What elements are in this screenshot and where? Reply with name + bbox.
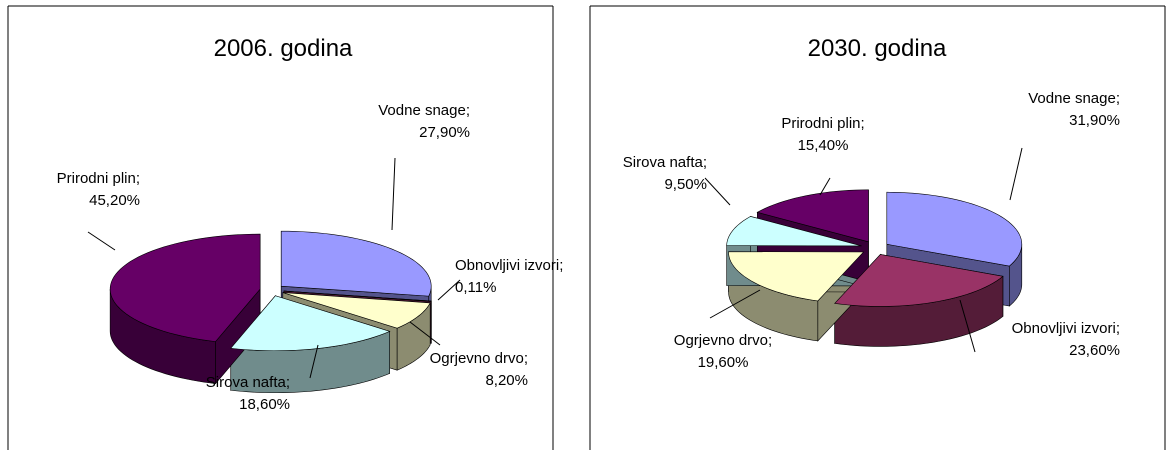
value-label: 19,60% [697, 354, 749, 371]
value-label: 45,20% [89, 192, 140, 209]
value-label: 27,90% [419, 124, 470, 141]
leader-line [819, 177, 831, 196]
slice [283, 290, 432, 302]
data-label: Vodne snage; 31,90% [1010, 88, 1120, 132]
leader-line [437, 279, 461, 301]
data-label: Obnovljivi izvori; 23,60% [1010, 318, 1120, 362]
leader-line [309, 344, 319, 379]
slice [280, 230, 432, 297]
leader-line [1009, 147, 1023, 201]
category-label: Sirova nafta; [205, 374, 290, 391]
slice [756, 189, 869, 243]
category-label: Vodne snage; [378, 102, 470, 119]
leader-line [409, 321, 441, 346]
leader-line [959, 299, 976, 353]
value-label: 18,60% [239, 396, 290, 413]
category-label: Sirova nafta; [622, 154, 707, 171]
value-label: 15,40% [797, 137, 849, 154]
category-label: Prirodni plin; [56, 170, 140, 187]
category-label: Obnovljivi izvori; [455, 257, 564, 274]
category-label: Obnovljivi izvori; [1011, 320, 1120, 337]
leader-line [87, 231, 116, 251]
data-label: Sirova nafta; 18,60% [180, 372, 290, 416]
data-label: Ogrjevno drvo; 19,60% [668, 330, 778, 374]
data-label: Ogrjevno drvo; 8,20% [418, 348, 528, 392]
category-label: Ogrjevno drvo; [673, 332, 773, 349]
leader-line [709, 289, 761, 319]
data-label: Obnovljivi izvori; 0,11% [455, 255, 565, 299]
value-label: 31,90% [1069, 112, 1120, 129]
slice [109, 233, 261, 342]
slice [834, 254, 1004, 307]
leader-line [391, 157, 396, 231]
slice [282, 292, 431, 329]
category-label: Vodne snage; [1028, 90, 1120, 107]
value-label: 9,50% [664, 176, 707, 193]
data-label: Vodne snage; 27,90% [360, 100, 470, 144]
slice [886, 191, 1023, 267]
data-label: Sirova nafta; 9,50% [597, 152, 707, 196]
slice [728, 251, 865, 302]
value-label: 8,20% [485, 372, 528, 389]
data-label: Prirodni plin; 45,20% [30, 168, 140, 212]
category-label: Ogrjevno drvo; [429, 350, 528, 367]
chart-title: 2030. godina [808, 35, 947, 62]
leader-line [704, 177, 731, 206]
value-label: 0,11% [455, 279, 497, 296]
slice [726, 216, 862, 247]
chart-title: 2006. godina [214, 35, 353, 62]
value-label: 23,60% [1069, 342, 1120, 359]
category-label: Prirodni plin; [781, 115, 865, 132]
data-label: Prirodni plin; 15,40% [768, 113, 878, 157]
